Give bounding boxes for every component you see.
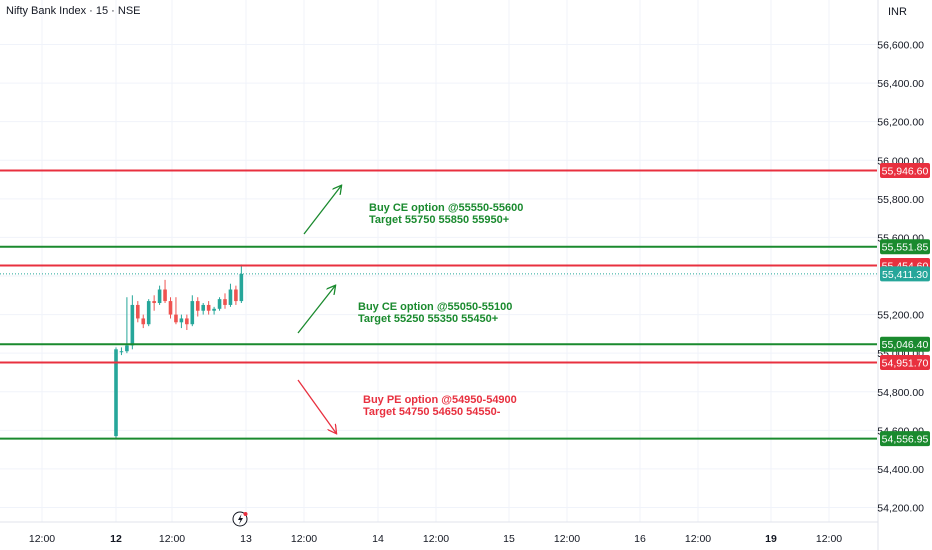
- y-tick-label: 54,800.00: [877, 387, 924, 399]
- trade-annotation-text: Buy CE option @55550-55600: [369, 202, 523, 214]
- candle-body: [141, 318, 146, 325]
- candle-body: [185, 318, 189, 325]
- level-price-label: 55,551.85: [882, 242, 929, 254]
- currency-label[interactable]: INR: [888, 6, 907, 18]
- x-tick-label: 12:00: [291, 533, 317, 545]
- trade-arrow-icon: [297, 286, 335, 334]
- candle-body: [195, 301, 200, 311]
- trade-annotation-text: Target 55750 55850 55950+: [369, 214, 509, 226]
- last-price-label: 55,411.30: [882, 269, 928, 281]
- y-tick-label: 55,200.00: [877, 310, 924, 322]
- y-tick-label: 56,600.00: [877, 40, 924, 52]
- candle-body: [168, 301, 173, 315]
- candle-body: [157, 289, 162, 304]
- candle-body: [146, 301, 151, 325]
- candle-body: [114, 349, 118, 437]
- candle-body: [179, 318, 184, 323]
- candle-body: [228, 289, 233, 305]
- candle-body: [223, 299, 227, 305]
- x-tick-label: 15: [503, 533, 515, 545]
- candle-body: [234, 289, 238, 302]
- x-tick-label: 19: [765, 533, 777, 545]
- x-tick-label: 13: [240, 533, 252, 545]
- trade-arrow-icon: [297, 379, 336, 433]
- candle-body: [201, 304, 205, 311]
- candle-body: [119, 351, 124, 353]
- trade-annotation-text: Buy PE option @54950-54900: [363, 394, 517, 406]
- x-tick-label: 12:00: [554, 533, 580, 545]
- trade-annotation-text: Buy CE option @55050-55100: [358, 301, 512, 313]
- candle-body: [130, 304, 135, 346]
- candle-body: [174, 314, 178, 323]
- trade-annotation-text: Target 54750 54650 54550-: [363, 406, 501, 418]
- level-price-label: 55,946.60: [882, 166, 929, 178]
- level-price-label: 54,556.95: [882, 434, 929, 446]
- y-tick-label: 54,200.00: [877, 503, 924, 515]
- last-price-tag: [880, 266, 930, 282]
- level-price-label: 54,951.70: [882, 357, 929, 369]
- trade-arrow-icon: [303, 186, 341, 235]
- y-tick-label: 55,800.00: [877, 194, 924, 206]
- y-tick-label: 56,200.00: [877, 117, 924, 129]
- level-price-tag: [880, 431, 930, 447]
- level-price-tag: [880, 163, 930, 179]
- event-dot-icon: [243, 512, 248, 516]
- x-tick-label: 12: [110, 533, 122, 545]
- candle-body: [206, 304, 211, 311]
- candle-body: [239, 273, 244, 302]
- candle-body: [163, 289, 167, 302]
- y-tick-label: 56,400.00: [877, 78, 924, 90]
- x-tick-label: 12:00: [685, 533, 711, 545]
- candle-body: [212, 308, 216, 311]
- x-tick-label: 12:00: [423, 533, 449, 545]
- lightning-bolt-icon: [238, 514, 243, 525]
- trade-annotation-text: Target 55250 55350 55450+: [358, 313, 498, 325]
- y-tick-label: 54,400.00: [877, 464, 924, 476]
- x-tick-label: 16: [634, 533, 646, 545]
- chart-title[interactable]: Nifty Bank Index · 15 · NSE: [6, 5, 141, 17]
- x-tick-label: 12:00: [816, 533, 842, 545]
- level-price-tag: [880, 354, 930, 370]
- level-price-label: 55,046.40: [882, 339, 929, 351]
- candle-body: [190, 301, 195, 325]
- level-price-tag: [880, 239, 930, 255]
- level-price-tag: [880, 336, 930, 352]
- x-tick-label: 12:00: [159, 533, 185, 545]
- candle-body: [136, 304, 140, 319]
- candle-body: [217, 299, 222, 309]
- candle-body: [125, 345, 129, 352]
- x-tick-label: 14: [372, 533, 384, 545]
- candle-body: [152, 301, 156, 304]
- x-tick-label: 12:00: [29, 533, 55, 545]
